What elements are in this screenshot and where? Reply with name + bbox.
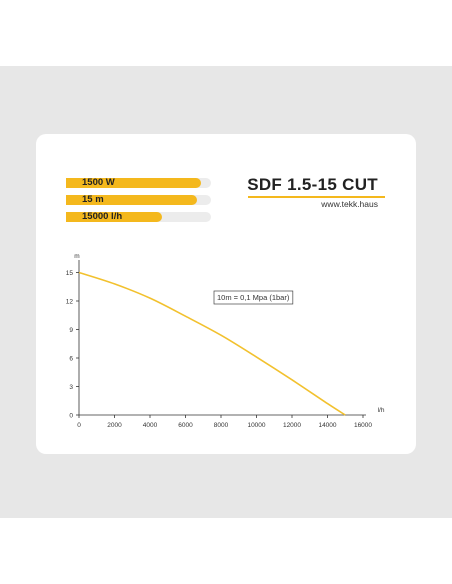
- y-tick-label: 3: [69, 384, 73, 391]
- y-tick-label: 9: [69, 327, 73, 334]
- pump-curve-line: [78, 271, 346, 416]
- spec-bar-fill: [66, 212, 162, 222]
- spec-power-label: 1500 W: [82, 177, 115, 188]
- spec-bar-fill: [66, 195, 197, 205]
- spec-head-label: 15 m: [82, 194, 104, 205]
- title-underline: [248, 196, 385, 198]
- x-tick-label: 2000: [107, 422, 122, 429]
- pressure-note: 10m = 0,1 Mpa (1bar): [217, 293, 290, 302]
- website-url: www.tekk.haus: [321, 199, 378, 209]
- y-tick-label: 12: [66, 298, 74, 305]
- x-tick-label: 4000: [143, 422, 158, 429]
- x-tick-label: 6000: [178, 422, 193, 429]
- spec-flow-label: 15000 l/h: [82, 211, 123, 222]
- x-tick-label: 16000: [354, 422, 372, 429]
- y-tick-label: 15: [66, 270, 74, 277]
- x-tick-label: 10000: [247, 422, 265, 429]
- pressure-note-box: [213, 290, 294, 305]
- y-tick-label: 6: [69, 355, 73, 362]
- y-axis-label: m: [74, 253, 79, 260]
- x-axis-label: l/h: [378, 407, 385, 414]
- y-tick-label: 0: [69, 412, 73, 419]
- x-tick-label: 0: [77, 422, 81, 429]
- pump-curve-chart: 0 2000 4000 6000 8000 10000 12000 14000 16000 0 3 6…: [66, 253, 385, 429]
- spec-bar-fill: [66, 178, 201, 188]
- x-tick-label: 12000: [283, 422, 301, 429]
- product-card: 1500 W 15 m 15000 l/h SDF 1.5-15 CUT www…: [36, 134, 416, 454]
- x-tick-label: 8000: [214, 422, 229, 429]
- x-tick-label: 14000: [318, 422, 336, 429]
- product-title: SDF 1.5-15 CUT: [247, 175, 378, 194]
